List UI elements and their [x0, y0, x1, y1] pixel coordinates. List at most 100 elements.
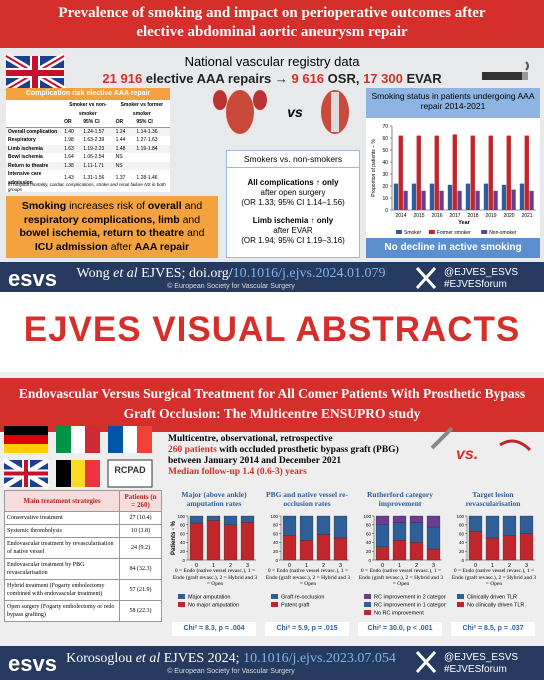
x-tick-label: 2 — [322, 563, 325, 569]
table-row: Endovascular treatment by PBG revascular… — [3, 558, 162, 580]
table-cell: NS — [115, 162, 123, 169]
column-header: OR — [115, 119, 124, 125]
x-tick-label: 1 — [305, 563, 308, 569]
citation-part: EJVES; doi.org/ — [137, 266, 233, 281]
treatment-table-wrap: Main treatment strategies Patients (n = 2… — [3, 490, 162, 622]
no-smoking-icon — [482, 61, 529, 80]
handle: @EJVES_ESVS — [444, 267, 519, 278]
column-header: Main treatment strategies — [3, 490, 121, 512]
chart-title: Target lesion revascularisation — [465, 490, 521, 508]
legend-swatch — [364, 610, 371, 615]
column-header: 95% CI — [136, 119, 153, 125]
table-cell: Bowl ischemia — [8, 154, 43, 160]
column-header: 95% CI — [83, 119, 100, 125]
takeaway: No decline in active smoking — [366, 238, 540, 258]
y-tick-label: 40 — [459, 540, 465, 545]
y-tick-label: 60 — [366, 531, 372, 536]
chart-stat: Chi² = 8.5, p = .037 — [451, 622, 535, 636]
subgroup-box — [226, 150, 360, 258]
copyright: © European Society for Vascular Surgery — [167, 668, 295, 675]
bar — [421, 190, 426, 210]
finding: All complications ↑ only — [247, 178, 339, 187]
bar-segment — [502, 515, 517, 536]
bar — [470, 135, 475, 210]
conclusion: Smoking increases risk of overall and re… — [6, 196, 218, 258]
table-row: Bowl ischemia 1.64 1.06-2.54 NS — [6, 153, 170, 162]
bar-segment — [189, 522, 204, 561]
table-cell: NS — [115, 154, 123, 160]
chart: 0 10 20 30 40 50 60 70 Proportion of patients – … — [371, 124, 536, 236]
conclusion-part: and — [179, 213, 201, 226]
conclusion-part: and — [181, 200, 203, 212]
table-cell: 1.43 — [64, 175, 74, 182]
x-tick-label: 0 — [195, 563, 198, 569]
bar-segment — [189, 515, 204, 524]
bar-segment — [375, 546, 390, 561]
finding: after EVAR — [273, 226, 313, 235]
table-cell: Return to theatre — [8, 162, 49, 169]
bar-segment — [375, 524, 390, 547]
finding: Limb ischemia ↑ only — [252, 216, 334, 225]
y-axis-label: Patients - % — [171, 520, 177, 555]
table-cell: Limb ischemia — [8, 145, 43, 152]
table-cell: 1.64 — [64, 154, 74, 160]
table-cell: 1.40 — [64, 128, 74, 135]
chart-title: PBG and native vessel re-occlusion rates — [266, 490, 348, 508]
table-row: Smoker vs non-smoker Smoker vs former smo… — [6, 101, 170, 118]
study-patients: 260 patients with occluded prosthetic by… — [168, 445, 438, 455]
table-row: Main treatment strategies Patients (n = 2… — [3, 490, 162, 512]
handle: @EJVES_ESVS — [444, 652, 519, 663]
conclusion-part: Smoking — [21, 200, 67, 212]
bar-segment — [409, 515, 424, 523]
bar — [434, 135, 439, 210]
chart-title: Rutherford category improvement — [366, 490, 434, 508]
legend-swatch — [364, 602, 371, 607]
table-cell: Endovascular treatment by revascularisat… — [3, 537, 121, 559]
finding: (OR 1.33; 95% CI 1.14–1.56) — [241, 198, 345, 207]
vessel-icon — [499, 439, 532, 452]
y-tick-label: 60 — [180, 531, 186, 536]
table-cell: 1.38 — [64, 162, 74, 169]
x-tick-label: 2017 — [449, 213, 460, 219]
table-cell — [6, 118, 62, 127]
table-cell: 1.14-1.36 — [136, 128, 158, 135]
x-tick-label: 2015 — [413, 213, 424, 219]
legend-swatch — [364, 594, 371, 599]
conclusion-part: ICU admission — [34, 240, 108, 253]
bar-segment — [299, 515, 314, 541]
conclusion-part: increases risk of — [66, 200, 148, 212]
risk-table-wrap: Smoker vs non-smoker Smoker vs former smo… — [6, 101, 170, 187]
x-tick-label: 3 — [432, 563, 435, 569]
table-cell: 1.24 — [115, 128, 126, 135]
bar — [519, 183, 525, 210]
bar — [493, 190, 498, 210]
table-cell: 27 (10.4) — [119, 511, 162, 525]
table-cell — [134, 153, 170, 162]
citation-part: EJVES 2024; — [160, 651, 244, 666]
table-cell: 1.31-1.56 — [83, 175, 105, 182]
bar-segment — [206, 515, 221, 521]
x-axis-label: Year — [458, 220, 470, 226]
table-cell: Respiratory — [8, 137, 36, 143]
banner: EJVES VISUAL ABSTRACTS — [23, 310, 521, 349]
y-tick-label: 60 — [459, 531, 465, 536]
legend-label: RC improvement in 1 category — [374, 603, 446, 609]
x-tick-label: 2 — [508, 563, 511, 569]
x-tick-label: 3 — [339, 563, 342, 569]
table-cell: 1.37 — [115, 175, 126, 182]
bar-segment — [282, 535, 297, 561]
x-tick-label: 2020 — [503, 213, 514, 219]
table-cell: 1.11-1.71 — [83, 162, 104, 169]
bar — [465, 183, 471, 210]
table-footnote: In hospital mortality, cardiac complicat… — [8, 182, 166, 192]
repairs-line-part: EVAR — [402, 71, 442, 86]
chart-caption: 0 = Endo (native vessel revasc.), 1 = En… — [358, 568, 444, 587]
table-row: Systemic thrombolysis 10 (3.8) — [3, 524, 162, 538]
table-cell: Conservative treatment — [3, 511, 121, 525]
legend-swatch — [428, 230, 435, 234]
conclusion-part: and — [184, 227, 205, 239]
bar-segment — [485, 515, 500, 539]
bar-segment — [316, 515, 331, 535]
